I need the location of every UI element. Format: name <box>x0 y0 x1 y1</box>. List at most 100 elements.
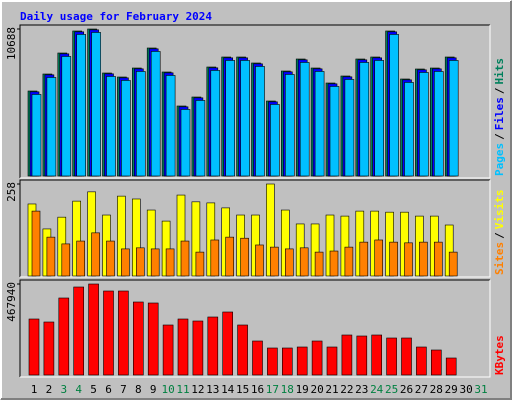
bar <box>46 236 56 277</box>
bar <box>58 297 70 376</box>
bar <box>371 334 383 376</box>
bar <box>389 241 398 277</box>
x-tick-label: 20 <box>310 383 323 396</box>
bar <box>106 76 116 177</box>
bar <box>180 109 191 177</box>
panel-shade <box>19 279 490 377</box>
bar <box>162 324 174 376</box>
bar <box>255 244 264 277</box>
bar <box>207 316 219 376</box>
legend-entry: Hits <box>493 58 506 85</box>
bar <box>165 248 175 277</box>
bar <box>270 104 280 177</box>
legend-entry: Pages <box>493 143 506 176</box>
x-tick-label: 14 <box>221 383 235 396</box>
x-tick-label: 8 <box>135 383 142 396</box>
bar <box>314 251 324 277</box>
bar <box>88 283 99 376</box>
bar <box>91 32 101 177</box>
bar <box>252 340 263 376</box>
x-tick-label: 12 <box>191 383 204 396</box>
bar <box>255 66 265 177</box>
bar <box>374 239 384 277</box>
bar <box>433 71 444 177</box>
bar <box>356 335 368 376</box>
x-tick-label: 26 <box>400 383 413 396</box>
bar <box>61 56 72 177</box>
bar <box>76 34 86 177</box>
bar <box>147 302 159 376</box>
bar <box>359 241 369 277</box>
bar <box>91 232 100 277</box>
x-tick-label: 30 <box>459 383 472 396</box>
bar <box>165 75 176 177</box>
x-tick-label: 17 <box>266 383 279 396</box>
bar <box>267 347 278 376</box>
x-tick-label: 9 <box>150 383 157 396</box>
bar <box>133 301 144 376</box>
bar <box>210 239 220 277</box>
bar <box>106 240 115 277</box>
bar <box>284 74 295 177</box>
legend-entry: Sites <box>493 242 506 275</box>
x-tick-label: 18 <box>281 383 294 396</box>
bar <box>180 240 190 277</box>
bar <box>404 82 414 177</box>
bar <box>31 94 42 177</box>
bar <box>136 71 146 177</box>
panel-light <box>20 280 491 378</box>
bar <box>192 320 204 376</box>
x-tick-label: 6 <box>105 383 112 396</box>
x-tick-label: 25 <box>385 383 398 396</box>
x-tick-label: 2 <box>46 383 53 396</box>
bar <box>314 71 325 177</box>
bar <box>445 357 457 376</box>
bar <box>73 286 84 376</box>
x-tick-label: 28 <box>430 383 443 396</box>
bar <box>270 246 279 277</box>
bar <box>311 340 323 376</box>
x-tick-label: 29 <box>445 383 458 396</box>
x-tick-label: 21 <box>325 383 338 396</box>
legend: KBytes <box>493 335 506 375</box>
bar <box>299 62 310 177</box>
bar <box>225 60 235 177</box>
x-tick-label: 15 <box>236 383 249 396</box>
bar <box>344 246 354 277</box>
bar <box>281 347 293 376</box>
bar <box>419 72 429 177</box>
bar <box>195 100 206 177</box>
bar <box>150 51 161 177</box>
bar <box>240 60 250 177</box>
legend-entry: KBytes <box>493 335 506 375</box>
panel-shade <box>19 24 490 178</box>
x-tick-label: 5 <box>90 383 97 396</box>
bar <box>433 241 443 277</box>
x-tick-label: 31 <box>474 383 487 396</box>
bar <box>448 60 459 177</box>
legend: Pages / Files / Hits <box>493 58 506 176</box>
bar <box>103 290 114 376</box>
y-tick-label: 10688 <box>5 27 18 60</box>
panel-light <box>20 25 491 179</box>
bar <box>237 324 248 376</box>
bar <box>121 248 130 277</box>
bar <box>419 241 428 277</box>
chart-title: Daily usage for February 2024 <box>20 10 212 23</box>
bar <box>177 318 189 376</box>
bar <box>448 251 458 277</box>
x-tick-label: 4 <box>75 383 82 396</box>
x-tick-label: 22 <box>340 383 353 396</box>
legend-separator: / <box>493 87 506 94</box>
x-tick-label: 10 <box>161 383 174 396</box>
bar <box>136 247 145 277</box>
bar <box>210 70 221 177</box>
legend: Sites / Visits <box>493 190 506 276</box>
bar <box>386 337 397 376</box>
bar <box>299 247 309 277</box>
bar <box>404 242 413 277</box>
bar <box>28 318 40 376</box>
bar <box>225 236 234 277</box>
x-tick-label: 11 <box>176 383 189 396</box>
